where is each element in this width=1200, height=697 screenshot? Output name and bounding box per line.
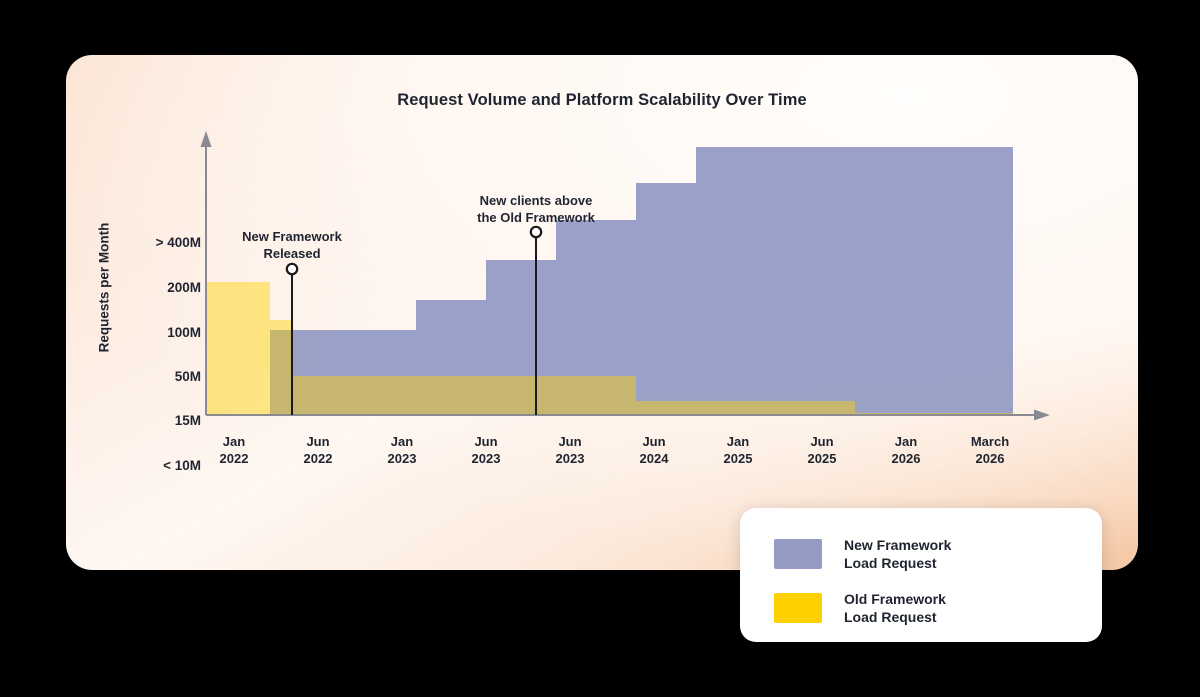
x-tick-line1: Jun [306, 434, 330, 449]
x-tick-label: Jun 2022 [273, 433, 363, 467]
x-axis-arrow-icon [1034, 409, 1050, 421]
x-tick-line1: Jun [558, 434, 582, 449]
x-tick-line1: Jan [726, 434, 750, 449]
x-tick-line1: Jan [894, 434, 918, 449]
annotation-marker-icon [285, 262, 299, 276]
annotation-label: New clients above the Old Framework [416, 192, 656, 226]
x-tick-label: Jan 2023 [357, 433, 447, 467]
x-tick-line1: Jun [474, 434, 498, 449]
x-tick-line2: 2024 [639, 451, 669, 466]
x-tick-label: Jun 2023 [525, 433, 615, 467]
y-axis-title: Requests per Month [96, 222, 112, 353]
x-tick-label: Jun 2024 [609, 433, 699, 467]
x-tick-label: Jun 2025 [777, 433, 867, 467]
legend: New Framework Load Request Old Framework… [740, 508, 1102, 642]
chart-card: Request Volume and Platform Scalability … [66, 55, 1138, 570]
legend-item-new-framework[interactable]: New Framework Load Request [774, 536, 951, 572]
legend-label: Old Framework Load Request [844, 591, 946, 625]
annotation-label-line1: New clients above [479, 193, 593, 208]
legend-item-old-framework[interactable]: Old Framework Load Request [774, 590, 946, 626]
legend-swatch-old-framework [774, 593, 822, 623]
plot-area: Requests per Month > 400M 200M 100M 50M … [66, 55, 1138, 570]
annotation-label: New Framework Released [172, 228, 412, 262]
x-tick-line1: Jun [642, 434, 666, 449]
x-tick-label: Jun 2023 [441, 433, 531, 467]
x-tick-line2: 2026 [891, 451, 921, 466]
x-tick-label: Jan 2025 [693, 433, 783, 467]
x-tick-line2: 2022 [303, 451, 333, 466]
y-tick-label: > 400M [155, 235, 201, 250]
x-tick-label: Jan 2026 [861, 433, 951, 467]
series-new-framework-area [206, 147, 1013, 415]
x-tick-line2: 2026 [975, 451, 1005, 466]
legend-label: New Framework Load Request [844, 537, 952, 571]
x-tick-line2: 2023 [471, 451, 501, 466]
x-tick-line2: 2023 [387, 451, 417, 466]
x-tick-label: Jan 2022 [189, 433, 279, 467]
x-tick-line1: March [970, 434, 1010, 449]
x-tick-line2: 2025 [807, 451, 837, 466]
annotation-label-line2: the Old Framework [477, 210, 595, 225]
x-tick-line1: Jun [810, 434, 834, 449]
y-axis-ticks: > 400M 200M 100M 50M 15M < 10M [111, 55, 201, 570]
series-old-framework-area [206, 282, 1013, 415]
y-axis-arrow-icon [200, 131, 212, 147]
annotation-marker-icon [529, 225, 543, 239]
x-axis-ticks: Jan 2022 Jun 2022 Jan 2023 Jun 2023 Jun [196, 433, 1086, 493]
x-tick-label: March 2026 [945, 433, 1035, 467]
annotation-label-line2: Released [263, 246, 321, 261]
x-tick-line1: Jan [390, 434, 414, 449]
x-tick-line2: 2023 [555, 451, 585, 466]
annotation-label-line1: New Framework [242, 229, 342, 244]
y-tick-label: < 10M [163, 458, 201, 473]
legend-swatch-new-framework [774, 539, 822, 569]
x-tick-line1: Jan [222, 434, 246, 449]
x-tick-line2: 2025 [723, 451, 753, 466]
y-tick-label: 15M [174, 413, 201, 428]
y-tick-label: 200M [167, 280, 201, 295]
y-tick-label: 50M [174, 369, 201, 384]
x-tick-line2: 2022 [219, 451, 249, 466]
y-tick-label: 100M [167, 325, 201, 340]
chart-title: Request Volume and Platform Scalability … [397, 91, 807, 109]
